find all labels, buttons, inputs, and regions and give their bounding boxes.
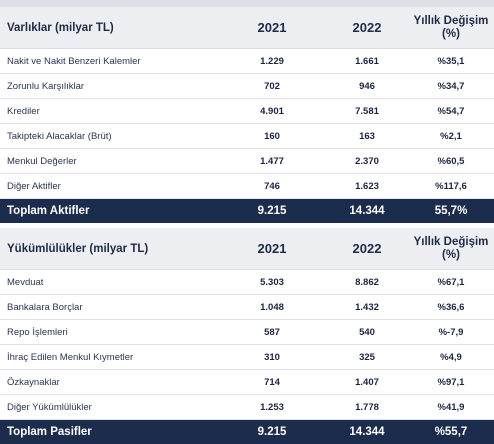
assets-title: Varlıklar (milyar TL)	[7, 21, 114, 34]
liabilities-col-change-line2: (%)	[442, 248, 460, 261]
row-value-2022: 8.862	[355, 276, 379, 288]
row-value-2022: 1.432	[355, 301, 379, 313]
row-value-2022: 2.370	[355, 155, 379, 167]
row-label: Krediler	[7, 105, 40, 117]
table-row: Nakit ve Nakit Benzeri Kalemler 1.229 1.…	[0, 49, 494, 74]
row-change: %67,1	[437, 276, 465, 288]
row-label: Bankalara Borçlar	[7, 301, 83, 313]
total-value-2022: 14.344	[349, 205, 385, 217]
table-row: Diğer Yükümlülükler 1.253 1.778 %41,9	[0, 395, 494, 420]
row-value-2021: 310	[264, 351, 280, 363]
assets-col-change-line1: Yıllık Değişim	[413, 14, 489, 27]
row-change: %36,6	[437, 301, 465, 313]
row-value-2022: 946	[359, 80, 375, 92]
table-row: Zorunlu Karşılıklar 702 946 %34,7	[0, 74, 494, 99]
total-label: Toplam Aktifler	[7, 205, 90, 217]
row-value-2021: 1.477	[260, 155, 284, 167]
row-label: Mevduat	[7, 276, 44, 288]
top-divider	[0, 0, 494, 7]
row-change: %2,1	[440, 130, 462, 142]
row-value-2022: 1.778	[355, 401, 379, 413]
row-label: Repo İşlemleri	[7, 326, 68, 338]
row-label: Diğer Aktifler	[7, 180, 61, 192]
row-value-2021: 702	[264, 80, 280, 92]
table-row: Bankalara Borçlar 1.048 1.432 %36,6	[0, 295, 494, 320]
liabilities-col-2022: 2022	[352, 241, 382, 256]
total-label: Toplam Pasifler	[7, 426, 92, 438]
row-value-2021: 587	[264, 326, 280, 338]
row-change: %117,6	[435, 180, 467, 192]
assets-total-row: Toplam Aktifler 9.215 14.344 55,7%	[0, 199, 494, 223]
row-change: %41,9	[437, 401, 465, 413]
row-label: Takipteki Alacaklar (Brüt)	[7, 130, 112, 142]
total-value-2021: 9.215	[257, 426, 287, 438]
row-value-2021: 1.048	[260, 301, 284, 313]
row-value-2022: 540	[359, 326, 375, 338]
row-value-2022: 163	[359, 130, 375, 142]
row-label: Diğer Yükümlülükler	[7, 401, 92, 413]
table-row: Mevduat 5.303 8.862 %67,1	[0, 270, 494, 295]
table-row: Özkaynaklar 714 1.407 %97,1	[0, 370, 494, 395]
liabilities-total-row: Toplam Pasifler 9.215 14.344 %55,7	[0, 420, 494, 444]
liabilities-col-change: Yıllık Değişim (%)	[408, 236, 494, 262]
row-value-2022: 1.407	[355, 376, 379, 388]
assets-table: Varlıklar (milyar TL) 2021 2022 Yıllık D…	[0, 7, 494, 223]
row-value-2021: 4.901	[260, 105, 284, 117]
liabilities-title: Yükümlülükler (milyar TL)	[7, 242, 149, 255]
row-change: %35,1	[437, 55, 465, 67]
row-label: İhraç Edilen Menkul Kıymetler	[7, 351, 134, 363]
total-value-2021: 9.215	[257, 205, 287, 217]
assets-col-change: Yıllık Değişim (%)	[408, 15, 494, 41]
row-label: Nakit ve Nakit Benzeri Kalemler	[7, 55, 141, 67]
row-value-2021: 160	[264, 130, 280, 142]
total-change: 55,7%	[434, 205, 468, 217]
row-value-2021: 1.253	[260, 401, 284, 413]
row-value-2021: 1.229	[260, 55, 284, 67]
table-row: Diğer Aktifler 746 1.623 %117,6	[0, 174, 494, 199]
row-change: %-7,9	[438, 326, 464, 338]
liabilities-col-change-line1: Yıllık Değişim	[413, 235, 489, 248]
row-value-2022: 7.581	[355, 105, 379, 117]
row-change: %60,5	[437, 155, 465, 167]
row-value-2021: 746	[264, 180, 280, 192]
table-row: Takipteki Alacaklar (Brüt) 160 163 %2,1	[0, 124, 494, 149]
assets-header-row: Varlıklar (milyar TL) 2021 2022 Yıllık D…	[0, 7, 494, 49]
total-change: %55,7	[434, 426, 468, 438]
row-label: Menkul Değerler	[7, 155, 77, 167]
liabilities-header-row: Yükümlülükler (milyar TL) 2021 2022 Yıll…	[0, 228, 494, 270]
row-value-2022: 1.661	[355, 55, 379, 67]
row-change: %4,9	[440, 351, 462, 363]
row-value-2021: 714	[264, 376, 280, 388]
row-change: %54,7	[437, 105, 465, 117]
liabilities-col-2021: 2021	[257, 241, 287, 256]
assets-col-2021: 2021	[257, 20, 287, 35]
row-change: %97,1	[437, 376, 465, 388]
total-value-2022: 14.344	[349, 426, 385, 438]
row-value-2022: 1.623	[355, 180, 379, 192]
row-value-2021: 5.303	[260, 276, 284, 288]
table-row: İhraç Edilen Menkul Kıymetler 310 325 %4…	[0, 345, 494, 370]
table-row: Repo İşlemleri 587 540 %-7,9	[0, 320, 494, 345]
row-value-2022: 325	[359, 351, 375, 363]
assets-col-2022: 2022	[352, 20, 382, 35]
row-label: Özkaynaklar	[7, 376, 60, 388]
assets-col-change-line2: (%)	[442, 27, 460, 40]
liabilities-table: Yükümlülükler (milyar TL) 2021 2022 Yıll…	[0, 228, 494, 444]
table-row: Menkul Değerler 1.477 2.370 %60,5	[0, 149, 494, 174]
table-row: Krediler 4.901 7.581 %54,7	[0, 99, 494, 124]
row-label: Zorunlu Karşılıklar	[7, 80, 85, 92]
row-change: %34,7	[437, 80, 465, 92]
